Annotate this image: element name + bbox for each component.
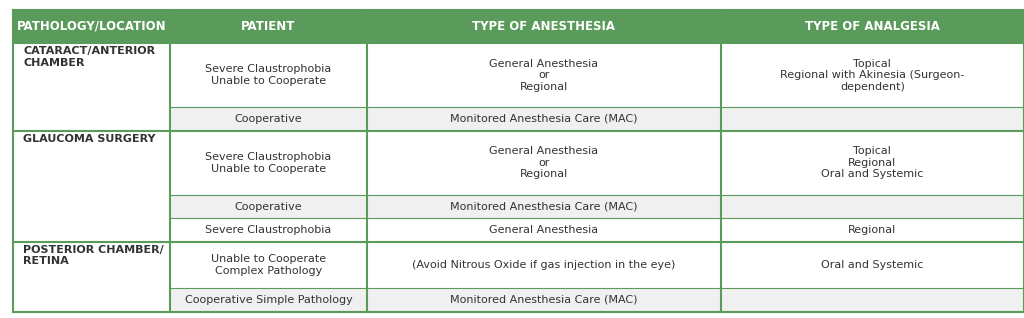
Text: Cooperative: Cooperative (234, 202, 302, 211)
FancyBboxPatch shape (367, 288, 721, 312)
Text: TYPE OF ANESTHESIA: TYPE OF ANESTHESIA (472, 20, 615, 33)
FancyBboxPatch shape (13, 10, 170, 43)
FancyBboxPatch shape (721, 10, 1024, 43)
FancyBboxPatch shape (721, 131, 1024, 195)
FancyBboxPatch shape (170, 43, 367, 107)
FancyBboxPatch shape (13, 218, 170, 242)
Text: GLAUCOMA SURGERY: GLAUCOMA SURGERY (24, 134, 156, 144)
FancyBboxPatch shape (721, 218, 1024, 242)
Text: Severe Claustrophobia
Unable to Cooperate: Severe Claustrophobia Unable to Cooperat… (206, 65, 332, 86)
Text: Topical
Regional with Akinesia (Surgeon-
dependent): Topical Regional with Akinesia (Surgeon-… (780, 59, 965, 92)
Text: Monitored Anesthesia Care (MAC): Monitored Anesthesia Care (MAC) (451, 202, 638, 211)
Text: Cooperative Simple Pathology: Cooperative Simple Pathology (184, 295, 352, 305)
Text: Regional: Regional (848, 225, 897, 235)
FancyBboxPatch shape (13, 131, 170, 195)
Text: Severe Claustrophobia
Unable to Cooperate: Severe Claustrophobia Unable to Cooperat… (206, 152, 332, 174)
Text: Cooperative: Cooperative (234, 114, 302, 124)
FancyBboxPatch shape (367, 195, 721, 218)
FancyBboxPatch shape (367, 131, 721, 195)
Text: PATIENT: PATIENT (242, 20, 296, 33)
FancyBboxPatch shape (13, 288, 170, 312)
FancyBboxPatch shape (13, 131, 170, 242)
Text: POSTERIOR CHAMBER/
RETINA: POSTERIOR CHAMBER/ RETINA (24, 245, 164, 266)
Text: Oral and Systemic: Oral and Systemic (821, 260, 924, 270)
FancyBboxPatch shape (367, 43, 721, 107)
Text: Monitored Anesthesia Care (MAC): Monitored Anesthesia Care (MAC) (451, 295, 638, 305)
FancyBboxPatch shape (170, 218, 367, 242)
Text: General Anesthesia
or
Regional: General Anesthesia or Regional (489, 146, 598, 179)
Text: Topical
Regional
Oral and Systemic: Topical Regional Oral and Systemic (821, 146, 924, 179)
FancyBboxPatch shape (721, 242, 1024, 288)
FancyBboxPatch shape (721, 107, 1024, 131)
Text: PATHOLOGY/LOCATION: PATHOLOGY/LOCATION (16, 20, 167, 33)
Text: Unable to Cooperate
Complex Pathology: Unable to Cooperate Complex Pathology (211, 254, 326, 276)
FancyBboxPatch shape (170, 195, 367, 218)
FancyBboxPatch shape (721, 288, 1024, 312)
FancyBboxPatch shape (13, 43, 170, 107)
Text: TYPE OF ANALGESIA: TYPE OF ANALGESIA (805, 20, 940, 33)
Text: General Anesthesia: General Anesthesia (489, 225, 598, 235)
FancyBboxPatch shape (170, 10, 367, 43)
FancyBboxPatch shape (367, 218, 721, 242)
Text: Severe Claustrophobia: Severe Claustrophobia (206, 225, 332, 235)
FancyBboxPatch shape (170, 242, 367, 288)
FancyBboxPatch shape (367, 242, 721, 288)
FancyBboxPatch shape (170, 288, 367, 312)
FancyBboxPatch shape (13, 43, 170, 131)
Text: CATARACT/ANTERIOR
CHAMBER: CATARACT/ANTERIOR CHAMBER (24, 46, 156, 68)
Text: (Avoid Nitrous Oxide if gas injection in the eye): (Avoid Nitrous Oxide if gas injection in… (413, 260, 676, 270)
FancyBboxPatch shape (170, 131, 367, 195)
FancyBboxPatch shape (367, 10, 721, 43)
FancyBboxPatch shape (721, 195, 1024, 218)
FancyBboxPatch shape (13, 242, 170, 288)
FancyBboxPatch shape (170, 107, 367, 131)
FancyBboxPatch shape (367, 107, 721, 131)
FancyBboxPatch shape (13, 242, 170, 312)
FancyBboxPatch shape (721, 43, 1024, 107)
FancyBboxPatch shape (13, 107, 170, 131)
Text: Monitored Anesthesia Care (MAC): Monitored Anesthesia Care (MAC) (451, 114, 638, 124)
FancyBboxPatch shape (13, 195, 170, 218)
Text: General Anesthesia
or
Regional: General Anesthesia or Regional (489, 59, 598, 92)
